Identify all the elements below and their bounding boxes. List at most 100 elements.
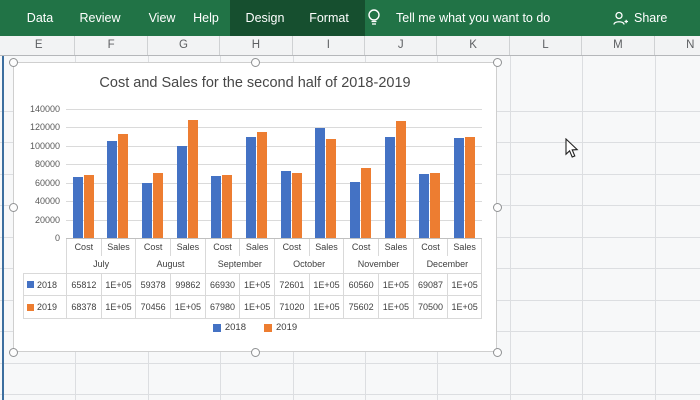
bar-2019-july-cost[interactable] <box>83 174 94 238</box>
bar-2019-november-cost[interactable] <box>361 168 372 238</box>
category-label-cost: Cost <box>412 239 448 256</box>
table-cell-2018-8: 60560 <box>343 273 378 296</box>
gridline-vertical <box>654 56 656 400</box>
bar-2019-august-cost[interactable] <box>153 173 164 238</box>
bar-2019-october-sales[interactable] <box>326 139 337 238</box>
bar-2018-october-sales[interactable] <box>315 128 326 238</box>
tell-me-box[interactable]: Tell me what you want to do <box>396 11 551 25</box>
gridline-vertical <box>509 56 511 400</box>
chart-gridline <box>66 182 482 184</box>
table-cell-2019-2: 70456 <box>135 296 170 319</box>
column-header-f[interactable]: F <box>75 36 148 55</box>
legend-label: 2019 <box>276 322 298 333</box>
table-cell-2019-4: 67980 <box>204 296 240 319</box>
column-header-k[interactable]: K <box>437 36 510 55</box>
table-cell-2018-4: 66930 <box>204 273 240 296</box>
legend-label: 2018 <box>224 322 246 333</box>
chart-title[interactable]: Cost and Sales for the second half of 20… <box>99 75 411 91</box>
table-cell-2018-1: 1E+05 <box>100 273 136 296</box>
table-cell-2018-0: 65812 <box>66 273 101 296</box>
chart-resize-handle[interactable] <box>8 202 18 212</box>
ribbon-tab-data[interactable]: Data <box>26 11 54 25</box>
table-cell-2018-11: 1E+05 <box>447 273 482 296</box>
bar-2018-august-sales[interactable] <box>176 145 187 238</box>
chart-resize-handle[interactable] <box>8 347 18 357</box>
chart-resize-handle[interactable] <box>492 347 502 357</box>
category-label-sales: Sales <box>100 239 136 256</box>
chart-resize-handle[interactable] <box>492 57 502 67</box>
chart-object[interactable]: Cost and Sales for the second half of 20… <box>8 57 502 357</box>
table-cell-2018-9: 1E+05 <box>378 273 413 296</box>
table-cell-2019-5: 1E+05 <box>239 296 274 319</box>
contextual-tab-format[interactable]: Format <box>309 11 349 25</box>
bar-2019-october-cost[interactable] <box>291 172 302 238</box>
y-axis-tick-label: 120000 <box>29 122 60 133</box>
bar-2018-september-cost[interactable] <box>211 176 222 238</box>
bar-2019-december-sales[interactable] <box>465 136 476 238</box>
table-cell-2018-2: 59378 <box>135 273 170 296</box>
column-header-j[interactable]: J <box>365 36 438 55</box>
bar-2018-july-sales[interactable] <box>107 141 118 238</box>
bar-2018-august-cost[interactable] <box>142 183 153 238</box>
table-cell-2019-1: 1E+05 <box>100 296 136 319</box>
bar-2019-july-sales[interactable] <box>118 133 129 238</box>
bar-2019-december-cost[interactable] <box>430 173 441 238</box>
table-cell-2019-10: 70500 <box>412 296 448 319</box>
legend-item-2019[interactable]: 2019 <box>264 322 297 333</box>
share-label: Share <box>634 11 668 25</box>
legend-key-icon <box>212 323 221 332</box>
column-header-e[interactable]: E <box>3 36 76 55</box>
legend-item-2018[interactable]: 2018 <box>212 322 246 333</box>
column-header-g[interactable]: G <box>148 36 221 55</box>
lightbulb-icon <box>366 8 382 33</box>
contextual-tab-design[interactable]: Design <box>245 11 285 25</box>
table-cell-2018-6: 72601 <box>274 273 309 296</box>
bar-2019-august-sales[interactable] <box>187 120 198 238</box>
column-header-n[interactable]: N <box>655 36 700 55</box>
table-cell-2019-9: 1E+05 <box>378 296 413 319</box>
share-button[interactable]: Share <box>612 0 667 36</box>
category-label-sales: Sales <box>447 239 482 256</box>
chart-resize-handle[interactable] <box>250 57 260 67</box>
y-axis-tick-label: 80000 <box>34 159 60 170</box>
y-axis-tick-label: 20000 <box>34 214 60 225</box>
y-axis-tick-label: 60000 <box>34 177 60 188</box>
ribbon-tab-review[interactable]: Review <box>79 11 121 25</box>
y-axis-tick-label: 40000 <box>34 196 60 207</box>
column-header-m[interactable]: M <box>582 36 655 55</box>
chart-resize-handle[interactable] <box>492 202 502 212</box>
category-label-cost: Cost <box>204 239 240 256</box>
bar-2018-october-cost[interactable] <box>280 171 291 238</box>
series-key-2018 <box>27 281 34 288</box>
table-cell-2019-8: 75602 <box>343 296 378 319</box>
category-label-sales: Sales <box>239 239 274 256</box>
bar-2018-november-sales[interactable] <box>384 136 395 238</box>
gridline-horizontal <box>0 394 700 395</box>
chart-resize-handle[interactable] <box>8 57 18 67</box>
table-cell-2019-0: 68378 <box>66 296 101 319</box>
bar-2019-november-sales[interactable] <box>395 120 406 238</box>
bar-2018-november-cost[interactable] <box>350 182 361 238</box>
bar-2018-july-cost[interactable] <box>72 177 83 238</box>
bar-2018-december-sales[interactable] <box>454 138 465 238</box>
worksheet-grid[interactable]: Cost and Sales for the second half of 20… <box>0 56 700 400</box>
bar-2019-september-sales[interactable] <box>257 132 268 238</box>
bar-2018-december-cost[interactable] <box>419 174 430 238</box>
chart-gridline <box>66 238 482 239</box>
month-label-october: October <box>274 256 343 273</box>
ribbon-tab-view[interactable]: View <box>148 11 176 25</box>
category-label-sales: Sales <box>378 239 413 256</box>
ribbon-tab-help[interactable]: Help <box>193 11 219 25</box>
chart-resize-handle[interactable] <box>250 347 260 357</box>
series-key-2019 <box>27 303 34 311</box>
month-label-september: September <box>204 256 274 273</box>
column-header-l[interactable]: L <box>510 36 583 55</box>
bar-2019-september-cost[interactable] <box>222 175 233 238</box>
column-header-i[interactable]: I <box>293 36 365 55</box>
bar-2018-september-sales[interactable] <box>246 136 257 238</box>
chart-legend[interactable]: 2018 2019 <box>14 322 496 333</box>
table-row-label-2018: 2018 <box>23 273 66 296</box>
chart-gridline <box>66 145 482 147</box>
category-label-sales: Sales <box>170 239 205 256</box>
column-header-h[interactable]: H <box>220 36 293 55</box>
